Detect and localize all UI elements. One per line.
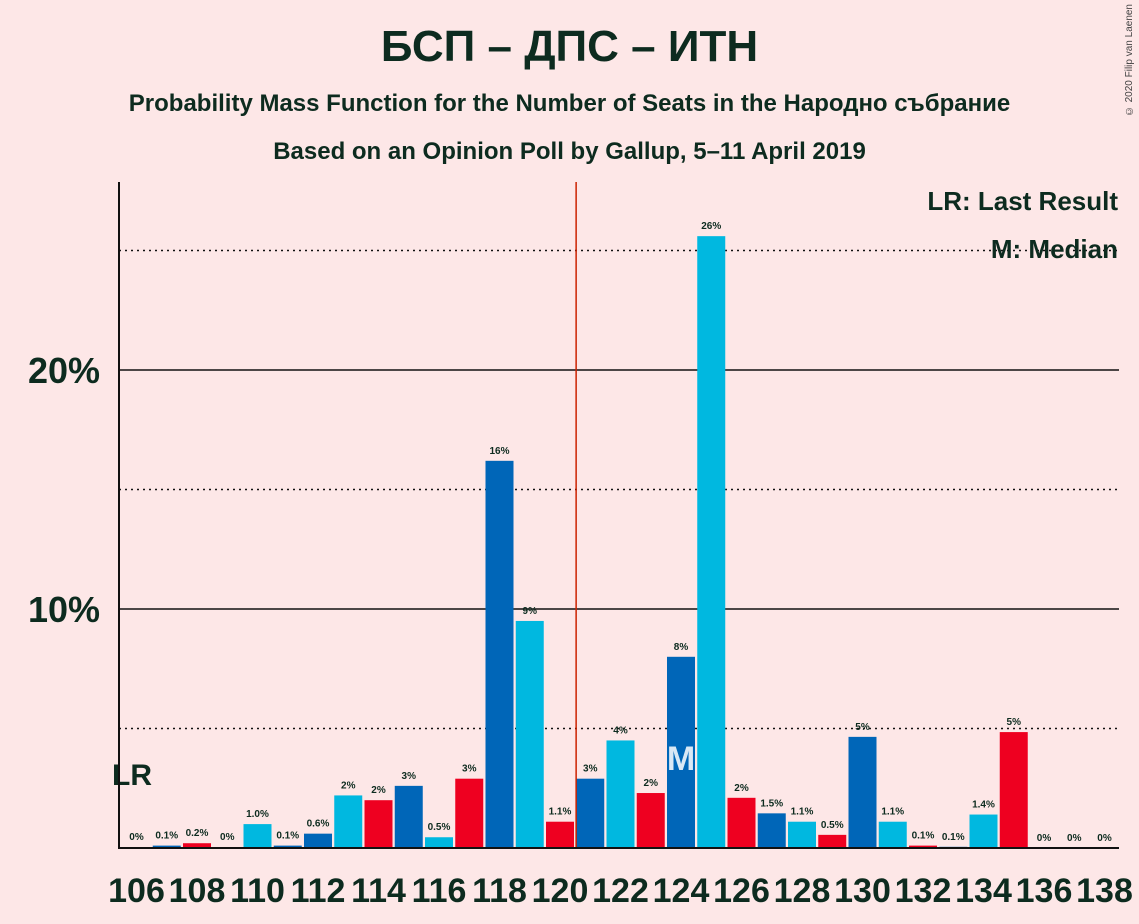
- data-label-seat-113: 2%: [341, 780, 356, 791]
- x-tick-label: 128: [774, 872, 831, 910]
- legend-median: M: Median: [991, 234, 1118, 264]
- x-tick-label: 122: [592, 872, 649, 910]
- bar-seat-116: [425, 837, 453, 848]
- x-tick-label: 132: [895, 872, 952, 910]
- data-label-seat-123: 2%: [644, 778, 659, 789]
- median-marker: M: [667, 740, 695, 778]
- bar-seat-135: [999, 732, 1028, 848]
- x-tick-label: 108: [169, 872, 226, 910]
- data-label-seat-136: 0%: [1037, 833, 1052, 844]
- bar-seat-110: [243, 824, 272, 848]
- data-label-seat-134: 1.4%: [972, 800, 995, 811]
- bar-seat-111: [273, 845, 302, 848]
- bar-seat-131: [878, 821, 907, 848]
- data-label-seat-126: 2%: [734, 783, 749, 794]
- chart-title: БСП – ДПС – ИТН: [380, 22, 759, 71]
- data-label-seat-117: 3%: [462, 764, 477, 775]
- data-label-seat-118: 16%: [489, 446, 509, 457]
- x-tick-label: 130: [834, 872, 891, 910]
- data-label-seat-107: 0.1%: [155, 831, 178, 842]
- bar-seat-123: [636, 793, 665, 848]
- data-label-seat-122: 4%: [613, 725, 628, 736]
- x-tick-label: 112: [291, 872, 346, 910]
- data-label-seat-119: 9%: [523, 606, 538, 617]
- data-label-seat-128: 1.1%: [791, 807, 814, 818]
- data-label-seat-111: 0.1%: [276, 831, 299, 842]
- bar-seat-125: [697, 236, 726, 848]
- bar-seat-107: [152, 845, 181, 848]
- bar-seat-130: [848, 736, 877, 848]
- data-label-seat-138: 0%: [1097, 833, 1112, 844]
- data-label-seat-108: 0.2%: [186, 828, 209, 839]
- bar-seat-113: [334, 795, 363, 848]
- x-tick-label: 134: [955, 872, 1012, 910]
- bar-seat-115: [394, 785, 423, 848]
- y-tick-label: 10%: [28, 589, 100, 630]
- data-label-seat-120: 1.1%: [549, 807, 572, 818]
- data-label-seat-131: 1.1%: [881, 807, 904, 818]
- bar-seat-126: [727, 797, 756, 848]
- data-label-seat-116: 0.5%: [428, 822, 451, 833]
- bar-seat-121: [576, 778, 605, 848]
- x-tick-label: 126: [713, 872, 770, 910]
- bar-seat-124: [667, 656, 695, 848]
- bar-seat-134: [969, 814, 998, 848]
- data-label-seat-129: 0.5%: [821, 820, 844, 831]
- data-label-seat-127: 1.5%: [760, 798, 783, 809]
- data-label-seat-106: 0%: [129, 832, 144, 843]
- data-label-seat-130: 5%: [855, 722, 870, 733]
- bar-seat-112: [304, 833, 332, 848]
- data-label-seat-109: 0%: [220, 832, 235, 843]
- x-tick-label: 114: [351, 872, 406, 910]
- x-tick-label: 136: [1016, 872, 1073, 910]
- bar-seat-117: [455, 778, 484, 848]
- x-tick-label: 110: [230, 872, 285, 910]
- x-tick-label: 124: [653, 872, 710, 910]
- chart-subtitle-1: Probability Mass Function for the Number…: [128, 90, 1011, 117]
- data-label-seat-110: 1.0%: [246, 809, 269, 820]
- x-tick-label: 138: [1076, 872, 1133, 910]
- data-label-seat-137: 0%: [1067, 833, 1082, 844]
- x-tick-label: 116: [412, 872, 467, 910]
- y-tick-label: 20%: [28, 350, 100, 391]
- data-label-seat-125: 26%: [701, 221, 721, 232]
- bar-seat-119: [515, 620, 544, 848]
- bar-seat-118: [485, 460, 514, 848]
- x-tick-label: 118: [472, 872, 527, 910]
- data-label-seat-115: 3%: [402, 771, 417, 782]
- legend-last-result: LR: Last Result: [927, 186, 1118, 216]
- bar-seat-128: [788, 821, 816, 848]
- data-label-seat-124: 8%: [674, 642, 689, 653]
- bar-seat-108: [183, 843, 211, 848]
- bar-seat-122: [606, 740, 635, 848]
- data-label-seat-135: 5%: [1007, 717, 1022, 728]
- bar-seat-132: [909, 845, 937, 848]
- bar-seat-129: [818, 834, 847, 848]
- chart-subtitle-2: Based on an Opinion Poll by Gallup, 5–11…: [273, 138, 866, 165]
- data-label-seat-132: 0.1%: [912, 831, 935, 842]
- bar-seat-127: [757, 813, 786, 848]
- bar-seat-120: [546, 821, 574, 848]
- data-label-seat-121: 3%: [583, 764, 598, 775]
- bar-seat-114: [364, 800, 393, 848]
- x-tick-label: 106: [108, 872, 165, 910]
- data-label-seat-112: 0.6%: [307, 819, 330, 830]
- data-label-seat-133: 0.1%: [942, 832, 965, 843]
- data-label-seat-114: 2%: [371, 785, 386, 796]
- x-tick-label: 120: [532, 872, 589, 910]
